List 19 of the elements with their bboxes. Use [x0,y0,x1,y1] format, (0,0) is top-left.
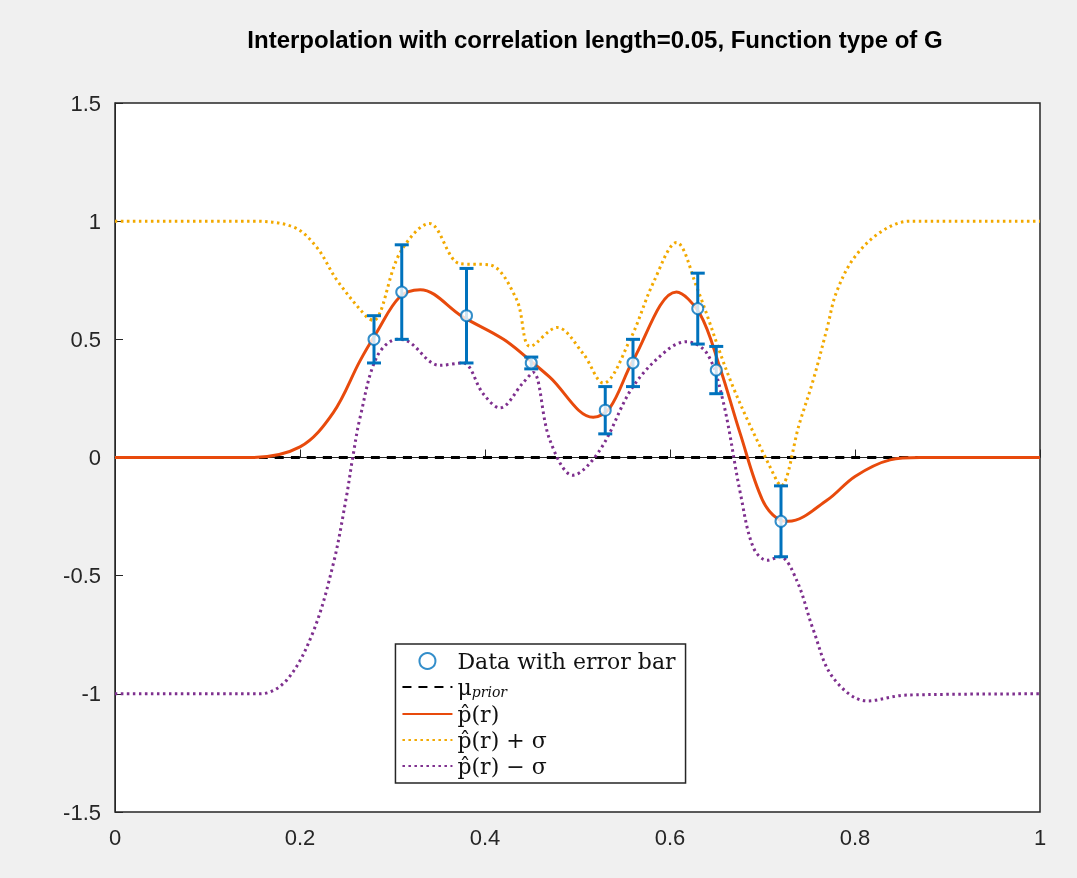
x-tick-label: 0.6 [654,824,686,850]
y-tick-label: 1.5 [70,90,101,116]
chart-title: Interpolation with correlation length=0.05, Function type of G [247,25,943,53]
legend-label: p̂(r) + σ [457,727,547,753]
y-tick-label: -0.5 [63,563,101,589]
y-tick-label: 1 [88,208,101,234]
y-tick-label: -1 [81,681,101,707]
x-tick-label: 1 [1033,824,1047,850]
legend-label: Data with error bar [457,648,677,674]
legend-label: p̂(r) [457,701,500,727]
x-tick-label: 0.8 [839,824,871,850]
x-tick-label: 0.4 [469,824,501,850]
legend-label: p̂(r) − σ [457,753,547,779]
y-tick-label: 0.5 [70,326,101,352]
legend-label: μprior [457,674,509,700]
y-tick-label: 0 [88,445,101,470]
x-tick-label: 0.2 [284,824,316,850]
x-tick-label: 0 [108,824,122,850]
y-tick-label: -1.5 [63,799,101,825]
